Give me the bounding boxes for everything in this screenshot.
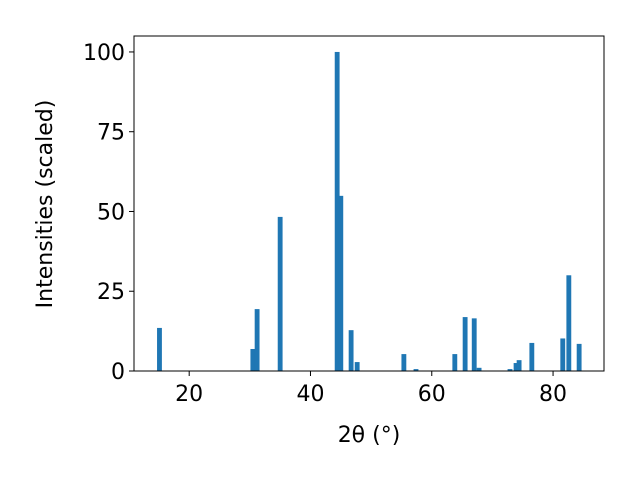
bar — [566, 275, 572, 371]
bar — [413, 369, 419, 371]
x-tick-label: 40 — [296, 382, 324, 407]
bar — [471, 318, 477, 371]
bar — [250, 348, 256, 371]
bar — [348, 330, 354, 371]
y-tick-label: 75 — [97, 121, 125, 146]
y-tick-label: 0 — [111, 360, 125, 385]
bar — [452, 354, 458, 371]
y-tick-label: 25 — [97, 280, 125, 305]
x-tick-label: 80 — [539, 382, 567, 407]
bar — [507, 369, 513, 371]
plot-frame — [133, 35, 605, 372]
y-tick-label: 50 — [97, 200, 125, 225]
bar — [354, 362, 360, 371]
bar — [157, 327, 162, 371]
x-tick-label: 20 — [175, 382, 203, 407]
y-axis-label: Intensities (scaled) — [33, 100, 58, 309]
bar — [513, 363, 519, 371]
bar — [338, 195, 344, 371]
bar — [277, 216, 283, 371]
bar — [401, 354, 407, 371]
bar — [576, 343, 582, 371]
y-tick-label: 100 — [83, 41, 125, 66]
x-axis-label: 2θ (°) — [338, 423, 401, 448]
bar — [529, 342, 535, 371]
bar — [462, 317, 468, 371]
bar — [476, 367, 482, 371]
bar — [560, 338, 566, 371]
bar — [254, 309, 260, 371]
bar — [334, 51, 340, 371]
bar — [516, 360, 522, 371]
x-tick-label: 60 — [418, 382, 446, 407]
